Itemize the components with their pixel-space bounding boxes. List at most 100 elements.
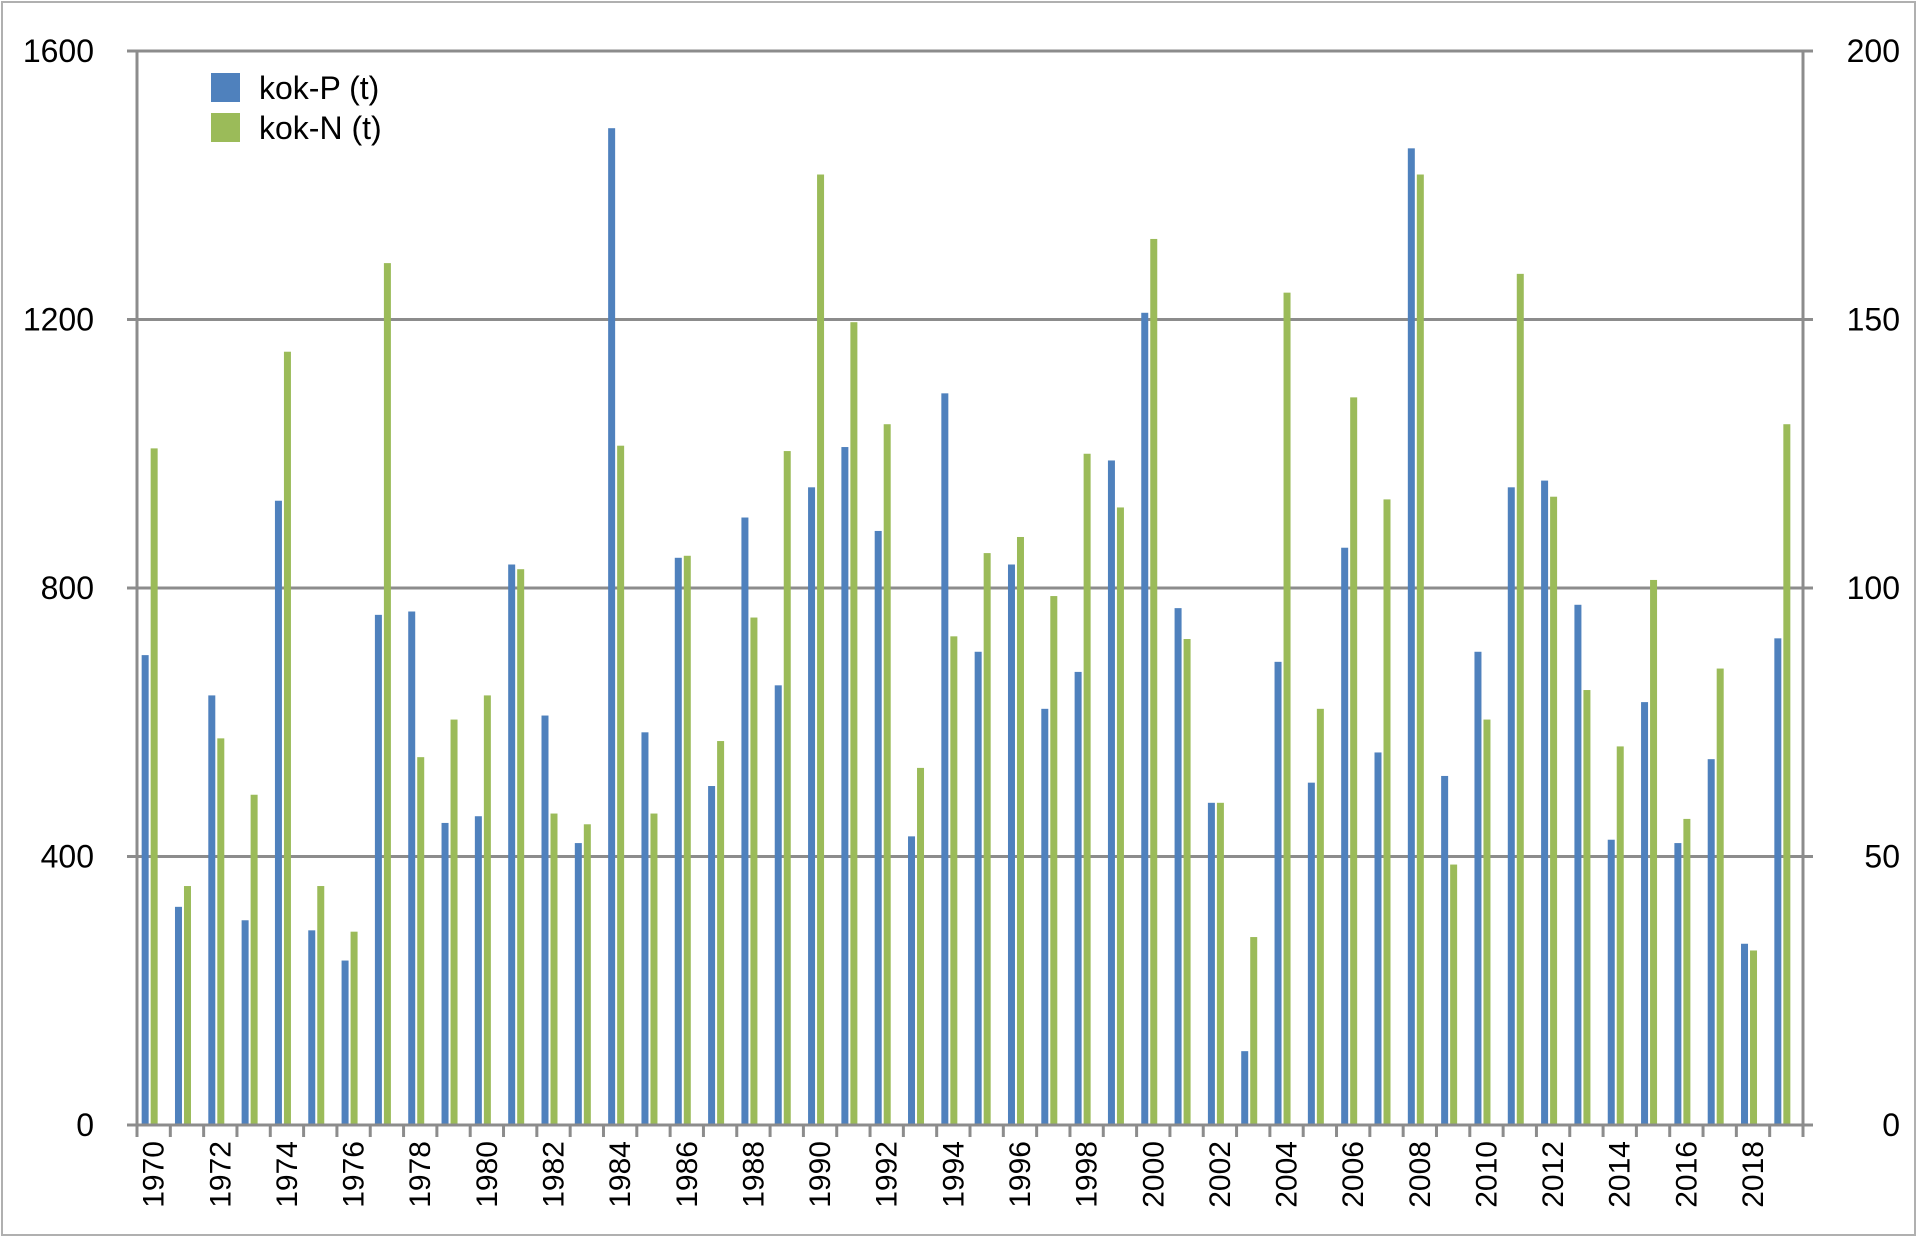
bar-kok-n bbox=[1183, 639, 1191, 1125]
bar-kok-n bbox=[1083, 453, 1091, 1125]
bar-kok-n bbox=[583, 824, 591, 1125]
bar-kok-n bbox=[1116, 507, 1124, 1125]
bar-kok-p bbox=[174, 906, 182, 1125]
bar-kok-p bbox=[441, 822, 449, 1125]
bar-kok-p bbox=[674, 557, 682, 1125]
bar-kok-n bbox=[917, 767, 925, 1125]
bar-kok-p bbox=[608, 128, 616, 1126]
bar-kok-n bbox=[1283, 292, 1291, 1125]
right-tick-label: 100 bbox=[1847, 570, 1900, 606]
x-tick-label: 1996 bbox=[1004, 1141, 1037, 1208]
bar-kok-p bbox=[308, 930, 316, 1125]
bar-kok-p bbox=[1207, 802, 1215, 1125]
x-tick-label: 1972 bbox=[204, 1141, 237, 1208]
bar-kok-n bbox=[1583, 690, 1591, 1125]
bar-kok-n bbox=[417, 757, 425, 1125]
bar-kok-p bbox=[1707, 759, 1715, 1125]
x-tick-label: 1990 bbox=[804, 1141, 837, 1208]
left-tick-label: 400 bbox=[41, 839, 94, 875]
bar-kok-p bbox=[1641, 702, 1649, 1125]
bar-kok-p bbox=[408, 611, 416, 1125]
bar-kok-n bbox=[1016, 536, 1024, 1125]
bar-kok-n bbox=[483, 695, 491, 1125]
bar-kok-n bbox=[817, 174, 825, 1125]
x-tick-label: 2016 bbox=[1670, 1141, 1703, 1208]
bar-kok-n bbox=[683, 555, 691, 1125]
bar-kok-n bbox=[1150, 238, 1158, 1125]
x-tick-label: 1982 bbox=[538, 1141, 571, 1208]
bar-kok-p bbox=[1741, 943, 1749, 1125]
bar-kok-p bbox=[1041, 708, 1049, 1125]
bar-kok-n bbox=[550, 813, 558, 1125]
bar-kok-n bbox=[1050, 596, 1058, 1125]
bar-kok-n bbox=[217, 738, 225, 1125]
bar-kok-n bbox=[1350, 397, 1358, 1125]
bar-kok-n bbox=[1216, 802, 1224, 1125]
legend-label-kok-n: kok-N (t) bbox=[259, 110, 382, 146]
bar-kok-p bbox=[1574, 604, 1582, 1125]
x-tick-label: 2012 bbox=[1537, 1141, 1570, 1208]
bar-kok-p bbox=[1174, 608, 1182, 1125]
right-axis-ticks: 0 50 100 150 200 bbox=[1803, 33, 1900, 1143]
right-tick-label: 200 bbox=[1847, 33, 1900, 69]
x-tick-label: 1976 bbox=[338, 1141, 371, 1208]
bar-kok-n bbox=[717, 741, 725, 1125]
x-tick-label: 1994 bbox=[937, 1141, 970, 1208]
legend-swatch-kok-n bbox=[211, 113, 240, 142]
bar-kok-p bbox=[708, 786, 716, 1125]
bar-kok-p bbox=[974, 651, 982, 1125]
x-tick-label: 1992 bbox=[871, 1141, 904, 1208]
legend-label-kok-p: kok-P (t) bbox=[259, 70, 379, 106]
x-tick-label: 1984 bbox=[604, 1141, 637, 1208]
bar-kok-p bbox=[941, 393, 949, 1125]
x-tick-label: 1988 bbox=[737, 1141, 770, 1208]
bar-kok-n bbox=[1616, 746, 1624, 1125]
bar-kok-p bbox=[241, 920, 249, 1125]
bar-kok-p bbox=[1407, 148, 1415, 1126]
x-tick-label: 1980 bbox=[471, 1141, 504, 1208]
bar-kok-p bbox=[374, 614, 382, 1125]
x-tick-label: 2010 bbox=[1470, 1141, 1503, 1208]
bar-kok-n bbox=[1783, 424, 1791, 1126]
right-tick-label: 50 bbox=[1864, 839, 1900, 875]
legend: kok-P (t) kok-N (t) bbox=[211, 70, 382, 146]
x-tick-label: 2018 bbox=[1737, 1141, 1770, 1208]
bar-kok-n bbox=[650, 813, 658, 1125]
x-tick-label: 2014 bbox=[1604, 1141, 1637, 1208]
bar-kok-n bbox=[883, 424, 891, 1126]
bar-kok-n bbox=[1750, 950, 1758, 1125]
bar-kok-p bbox=[1607, 839, 1615, 1125]
left-axis-ticks: 0 400 800 1200 1600 bbox=[23, 33, 137, 1143]
bar-kok-n bbox=[1416, 174, 1424, 1125]
bar-kok-n bbox=[1250, 937, 1258, 1125]
x-tick-label: 2002 bbox=[1204, 1141, 1237, 1208]
left-tick-label: 800 bbox=[41, 570, 94, 606]
bar-kok-n bbox=[1650, 579, 1658, 1125]
bar-kok-p bbox=[1674, 843, 1682, 1125]
left-tick-label: 1200 bbox=[23, 302, 94, 338]
left-tick-label: 0 bbox=[76, 1107, 94, 1143]
bar-kok-n bbox=[983, 553, 991, 1125]
bar-kok-p bbox=[1107, 460, 1115, 1125]
gridlines bbox=[137, 49, 1803, 858]
bar-kok-n bbox=[1483, 719, 1491, 1125]
bar-kok-p bbox=[1141, 312, 1149, 1126]
bar-kok-n bbox=[283, 351, 291, 1126]
x-tick-label: 1970 bbox=[138, 1141, 171, 1208]
x-tick-label: 1998 bbox=[1071, 1141, 1104, 1208]
legend-swatch-kok-p bbox=[211, 73, 240, 102]
bar-kok-n bbox=[450, 719, 458, 1125]
x-tick-label: 1974 bbox=[271, 1141, 304, 1208]
bar-kok-p bbox=[741, 517, 749, 1125]
bar-kok-p bbox=[274, 500, 282, 1125]
bar-kok-n bbox=[1683, 818, 1691, 1125]
bar-kok-p bbox=[474, 816, 482, 1125]
bar-kok-p bbox=[1374, 752, 1382, 1125]
bar-kok-p bbox=[908, 836, 916, 1125]
bar-kok-n bbox=[317, 886, 325, 1125]
x-tick-label: 1986 bbox=[671, 1141, 704, 1208]
bar-kok-n bbox=[950, 636, 958, 1125]
bar-kok-p bbox=[641, 732, 649, 1125]
